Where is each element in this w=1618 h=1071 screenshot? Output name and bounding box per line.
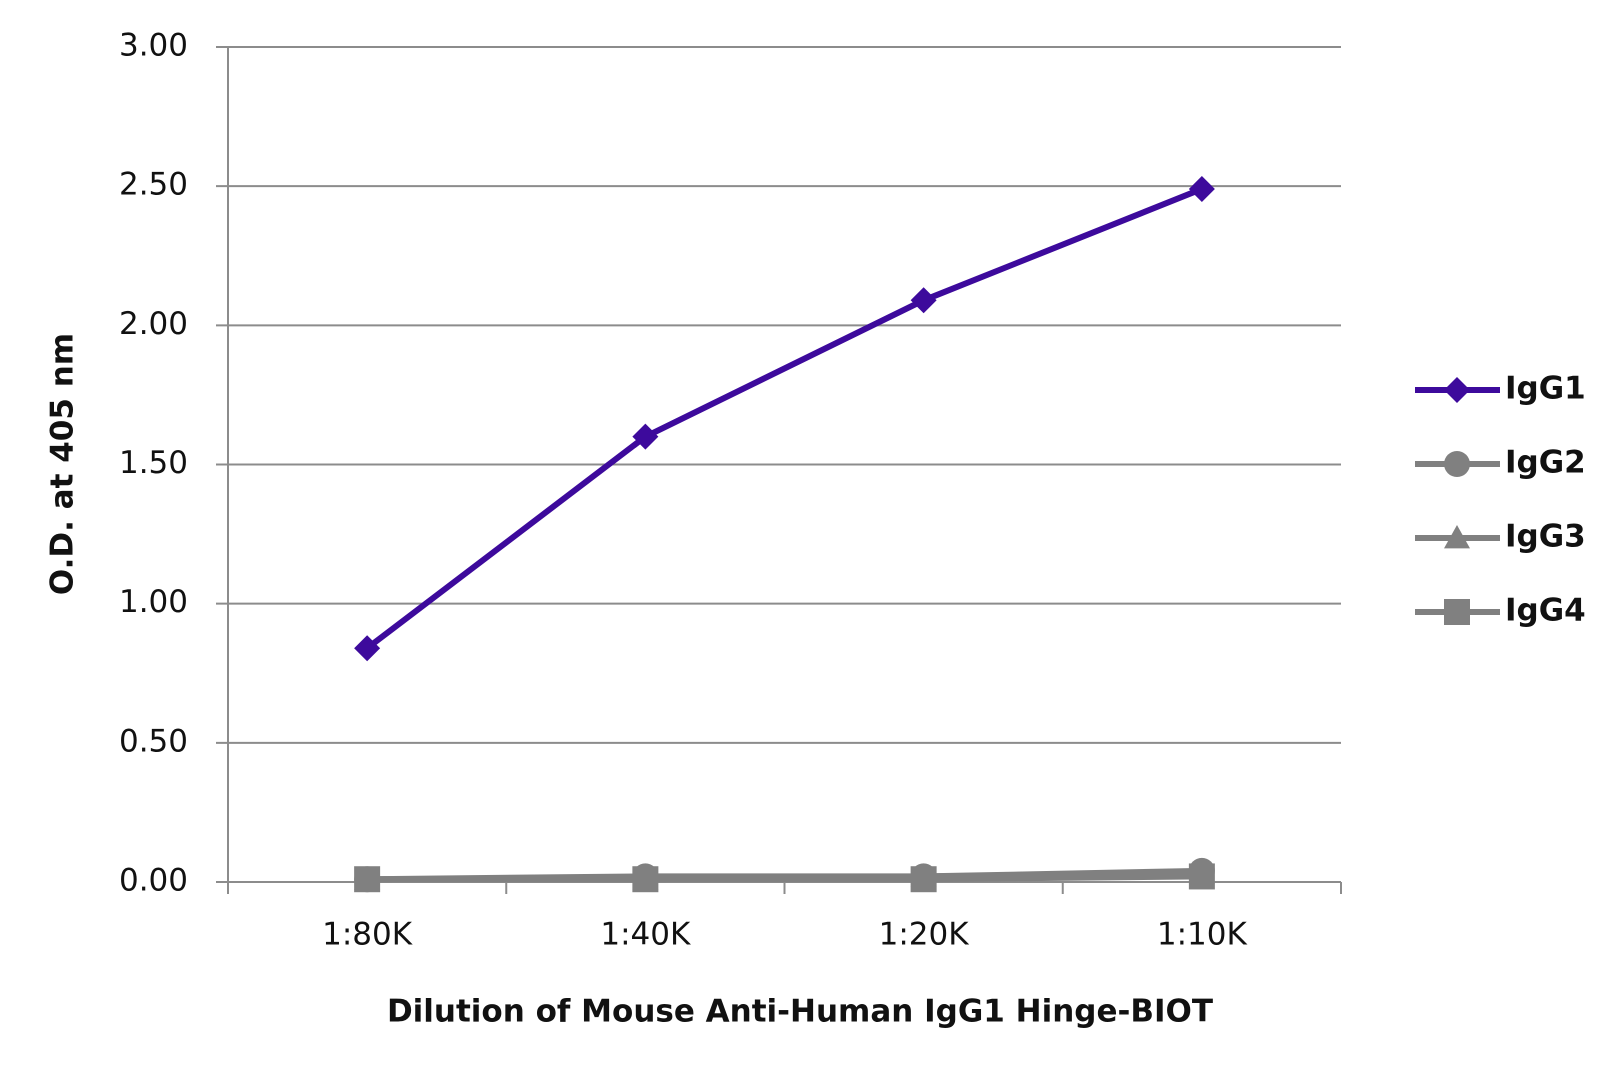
legend-marker xyxy=(1444,377,1470,403)
y-tick-label: 0.00 xyxy=(119,863,188,899)
legend-label: IgG1 xyxy=(1505,371,1586,407)
data-point xyxy=(910,287,937,314)
x-tick-label: 1:20K xyxy=(879,917,970,953)
data-point xyxy=(354,866,381,893)
x-tick-label: 1:80K xyxy=(322,917,413,953)
legend-label: IgG2 xyxy=(1505,445,1586,481)
legend-marker xyxy=(1444,599,1470,625)
y-tick-label: 0.50 xyxy=(119,723,188,759)
y-axis-title: O.D. at 405 nm xyxy=(45,333,81,595)
y-tick-label: 2.50 xyxy=(119,167,188,203)
legend-marker xyxy=(1444,451,1470,477)
data-point xyxy=(910,863,937,890)
legend-label: IgG3 xyxy=(1505,519,1586,555)
y-tick-label: 3.00 xyxy=(119,28,188,64)
x-axis-title: Dilution of Mouse Anti-Human IgG1 Hinge-… xyxy=(387,994,1213,1030)
x-tick-label: 1:40K xyxy=(600,917,691,953)
y-tick-label: 2.00 xyxy=(119,306,188,342)
y-tick-label: 1.00 xyxy=(119,584,188,620)
data-point xyxy=(1188,175,1215,202)
data-point xyxy=(632,863,659,890)
series-line xyxy=(367,867,1202,883)
data-point xyxy=(354,635,381,662)
data-point xyxy=(1188,857,1215,884)
data-point xyxy=(632,423,659,450)
legend-marker xyxy=(1444,525,1470,549)
legend-label: IgG4 xyxy=(1505,593,1586,629)
series-line xyxy=(365,186,1203,651)
x-tick-label: 1:10K xyxy=(1157,917,1248,953)
y-tick-label: 1.50 xyxy=(119,445,188,481)
